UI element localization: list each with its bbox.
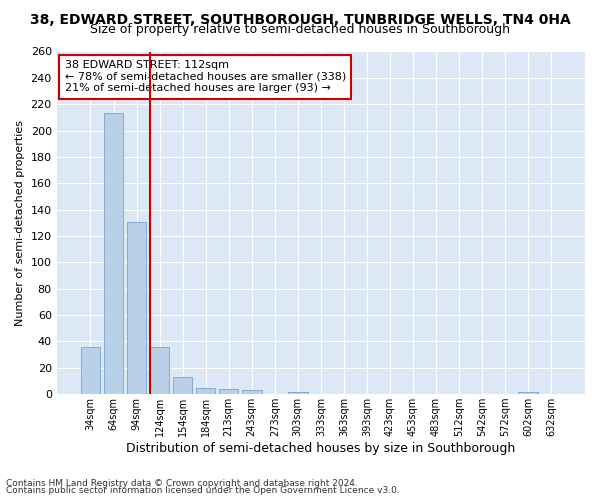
Bar: [104, 114, 123, 394]
Text: Size of property relative to semi-detached houses in Southborough: Size of property relative to semi-detach…: [90, 22, 510, 36]
Text: Contains HM Land Registry data © Crown copyright and database right 2024.: Contains HM Land Registry data © Crown c…: [6, 478, 358, 488]
X-axis label: Distribution of semi-detached houses by size in Southborough: Distribution of semi-detached houses by …: [126, 442, 515, 455]
Bar: [150, 346, 169, 394]
Bar: [80, 346, 100, 394]
Y-axis label: Number of semi-detached properties: Number of semi-detached properties: [15, 120, 25, 326]
Bar: [127, 222, 146, 394]
Bar: [196, 388, 215, 394]
Bar: [173, 377, 193, 394]
Bar: [288, 392, 308, 394]
Bar: [518, 392, 538, 394]
Text: 38, EDWARD STREET, SOUTHBOROUGH, TUNBRIDGE WELLS, TN4 0HA: 38, EDWARD STREET, SOUTHBOROUGH, TUNBRID…: [29, 12, 571, 26]
Bar: [219, 389, 238, 394]
Text: 38 EDWARD STREET: 112sqm
← 78% of semi-detached houses are smaller (338)
21% of : 38 EDWARD STREET: 112sqm ← 78% of semi-d…: [65, 60, 346, 94]
Bar: [242, 390, 262, 394]
Text: Contains public sector information licensed under the Open Government Licence v3: Contains public sector information licen…: [6, 486, 400, 495]
